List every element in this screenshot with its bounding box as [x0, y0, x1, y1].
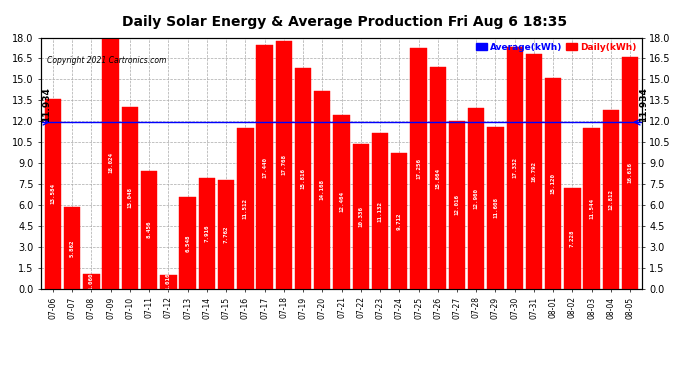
Text: 9.712: 9.712 [397, 212, 402, 230]
Bar [218, 180, 235, 289]
Bar [199, 178, 215, 289]
Bar [564, 188, 580, 289]
Bar [45, 99, 61, 289]
Text: 11.608: 11.608 [493, 197, 498, 218]
Text: 6.548: 6.548 [185, 234, 190, 252]
Bar [448, 121, 465, 289]
Bar [430, 68, 446, 289]
Text: 10.336: 10.336 [358, 206, 364, 227]
Text: Daily Solar Energy & Average Production Fri Aug 6 18:35: Daily Solar Energy & Average Production … [122, 15, 568, 29]
Text: 7.228: 7.228 [570, 230, 575, 247]
Text: 17.768: 17.768 [282, 154, 286, 175]
Text: 13.584: 13.584 [50, 183, 55, 204]
Text: 11.934: 11.934 [42, 87, 51, 122]
Bar [314, 91, 331, 289]
Bar [121, 106, 138, 289]
Bar [411, 48, 426, 289]
Legend: Average(kWh), Daily(kWh): Average(kWh), Daily(kWh) [473, 39, 640, 56]
Text: 14.168: 14.168 [319, 179, 325, 200]
Bar [506, 47, 523, 289]
Text: 16.792: 16.792 [531, 161, 536, 182]
Bar [83, 274, 99, 289]
Text: 17.256: 17.256 [416, 158, 421, 179]
Bar [333, 115, 350, 289]
Text: 16.616: 16.616 [628, 162, 633, 183]
Text: 17.440: 17.440 [262, 156, 267, 177]
Text: 17.332: 17.332 [512, 157, 518, 178]
Bar [372, 134, 388, 289]
Bar [603, 110, 619, 289]
Text: 11.544: 11.544 [589, 198, 594, 219]
Text: 11.512: 11.512 [243, 198, 248, 219]
Bar [275, 41, 292, 289]
Bar [584, 128, 600, 289]
Bar [295, 68, 311, 289]
Bar [353, 144, 369, 289]
Bar [391, 153, 408, 289]
Text: 15.120: 15.120 [551, 173, 555, 194]
Bar [64, 207, 80, 289]
Text: 12.812: 12.812 [609, 189, 613, 210]
Bar [237, 128, 253, 289]
Text: 18.024: 18.024 [108, 153, 113, 174]
Text: 1.016: 1.016 [166, 273, 171, 290]
Text: 7.916: 7.916 [204, 225, 209, 242]
Text: 15.816: 15.816 [301, 168, 306, 189]
Bar [526, 54, 542, 289]
Bar [487, 127, 504, 289]
Bar [141, 171, 157, 289]
Bar [257, 45, 273, 289]
Text: 1.060: 1.060 [89, 273, 94, 290]
Bar [160, 274, 177, 289]
Text: 8.456: 8.456 [147, 221, 152, 238]
Text: 12.016: 12.016 [455, 194, 460, 215]
Bar [103, 37, 119, 289]
Text: 12.960: 12.960 [474, 188, 479, 209]
Text: 13.048: 13.048 [128, 187, 132, 208]
Text: 15.864: 15.864 [435, 168, 440, 189]
Bar [468, 108, 484, 289]
Text: 11.934: 11.934 [639, 87, 648, 122]
Bar [545, 78, 562, 289]
Text: 5.862: 5.862 [70, 239, 75, 256]
Text: 12.464: 12.464 [339, 191, 344, 212]
Bar [622, 57, 638, 289]
Text: 11.132: 11.132 [377, 201, 382, 222]
Text: Copyright 2021 Cartronics.com: Copyright 2021 Cartronics.com [48, 56, 167, 64]
Text: 7.762: 7.762 [224, 226, 228, 243]
Bar [179, 197, 196, 289]
